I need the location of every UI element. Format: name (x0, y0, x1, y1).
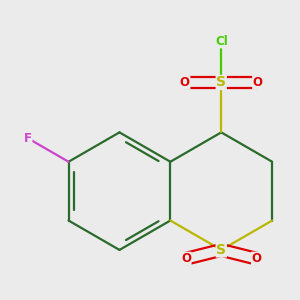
Text: Cl: Cl (215, 35, 228, 48)
Text: O: O (181, 252, 191, 265)
Text: O: O (253, 76, 263, 89)
Text: O: O (251, 252, 262, 265)
Text: S: S (216, 75, 226, 89)
Text: S: S (216, 243, 226, 257)
Text: F: F (24, 132, 32, 145)
Text: O: O (180, 76, 190, 89)
